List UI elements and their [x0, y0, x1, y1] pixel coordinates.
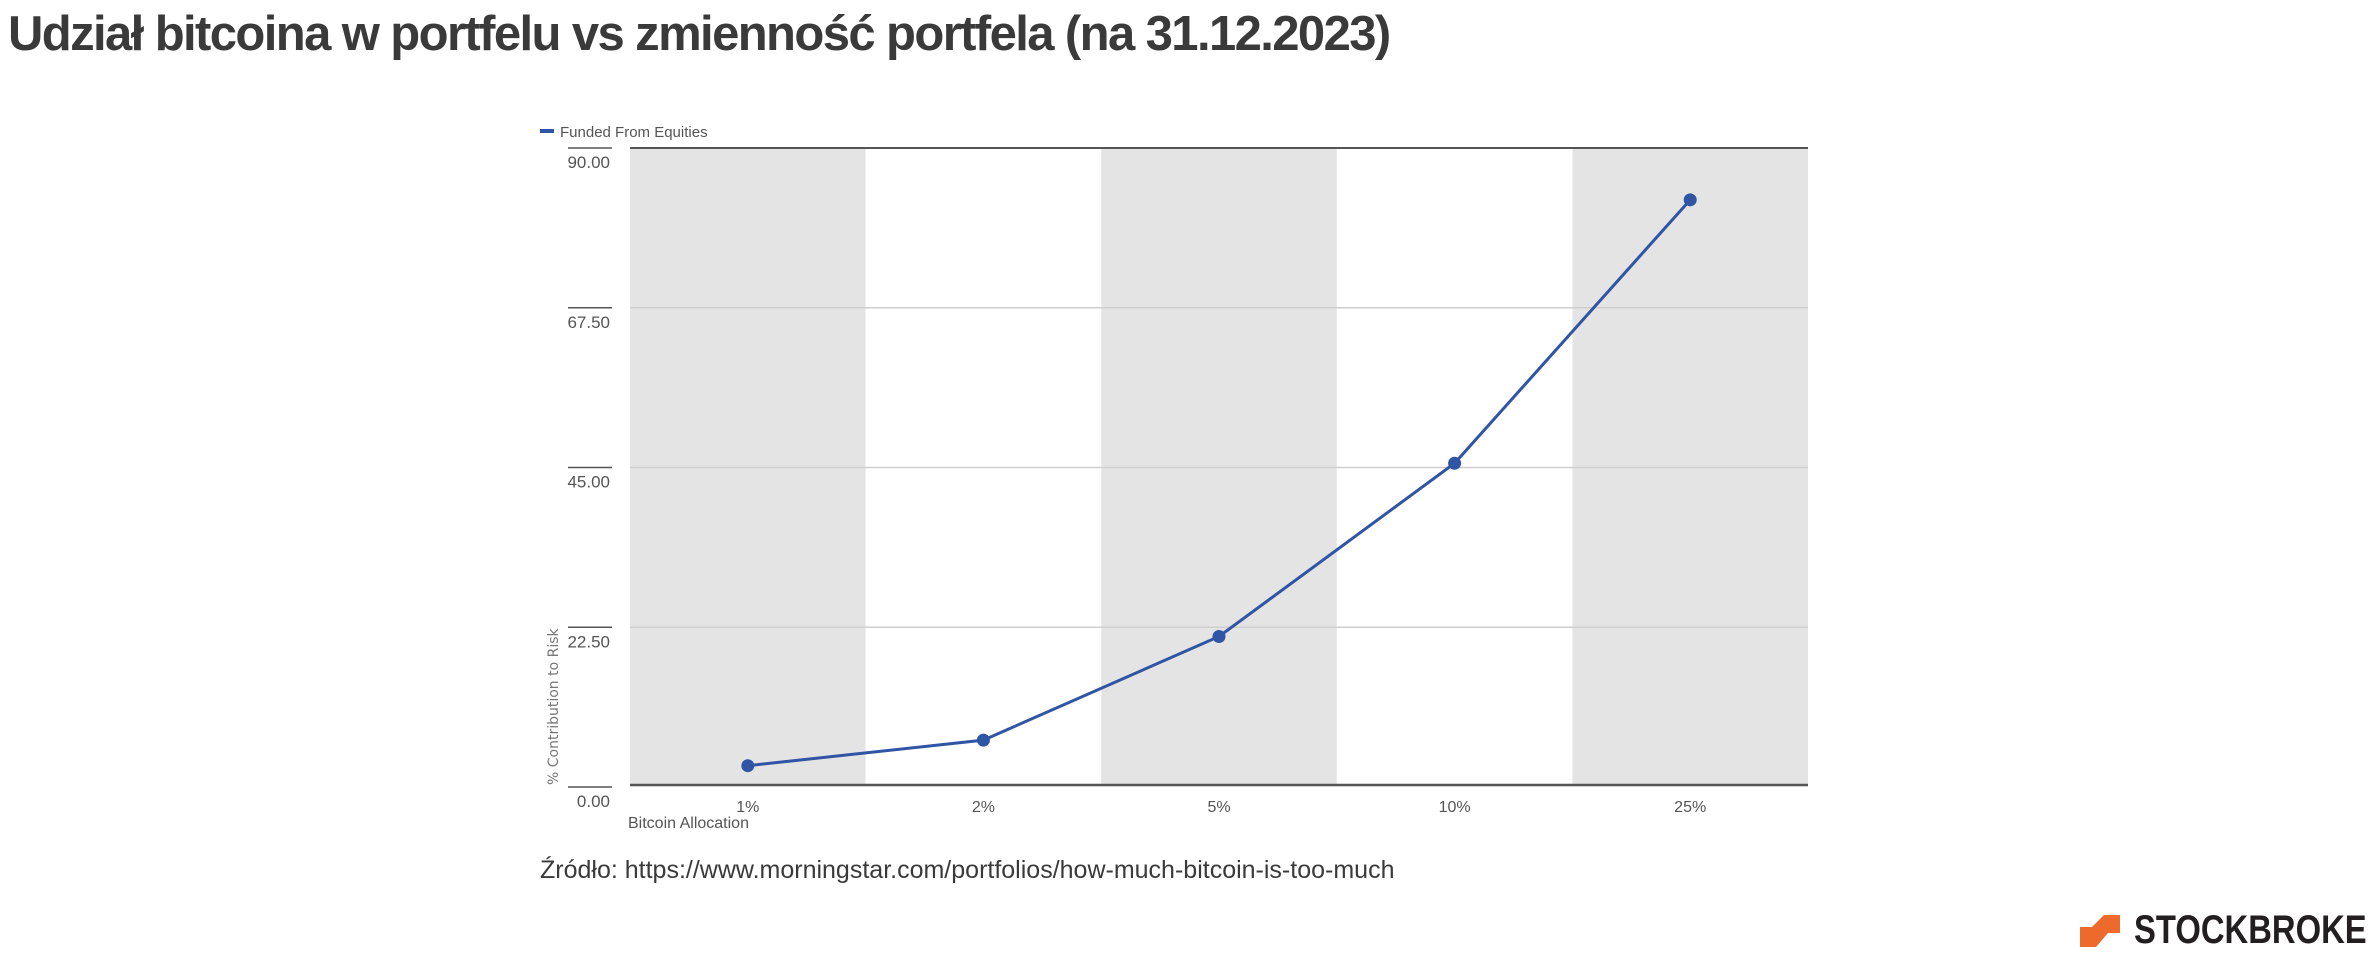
x-tick-label: 25%: [1674, 799, 1706, 816]
legend: Funded From Equities: [540, 124, 708, 141]
data-point: [976, 733, 990, 747]
logo-text: STOCKBROKER: [2134, 908, 2368, 952]
y-tick-label: 67.50: [567, 313, 610, 332]
source-note: Źródło: https://www.morningstar.com/port…: [540, 856, 1395, 884]
y-tick-label: 22.50: [567, 632, 610, 651]
data-point: [741, 759, 755, 773]
stockbroker-logo: STOCKBROKER: [2080, 908, 2368, 953]
x-tick-label: 1%: [736, 799, 759, 816]
data-point: [1448, 456, 1462, 470]
legend-label: Funded From Equities: [560, 124, 708, 141]
x-tick-label: 10%: [1439, 799, 1471, 816]
category-band: [1101, 148, 1337, 785]
category-band: [1572, 148, 1808, 785]
x-tick-label: 5%: [1207, 799, 1230, 816]
legend-swatch: [540, 129, 554, 133]
y-axis-label: % Contribution to Risk: [546, 627, 562, 785]
logo-mark-icon: [2080, 914, 2120, 947]
page-title: Udział bitcoina w portfelu vs zmienność …: [8, 7, 1391, 61]
x-tick-label: 2%: [972, 799, 995, 816]
y-tick-label: 45.00: [567, 473, 610, 492]
line-chart: 0.00 22.50 45.00 67.50 90.00 1% 2% 5% 10% 25% Fu…: [540, 124, 1808, 832]
data-point: [1683, 193, 1697, 207]
data-point: [1212, 629, 1226, 643]
y-tick-label: 90.00: [567, 153, 610, 172]
y-tick-label: 0.00: [577, 792, 610, 811]
x-axis-label: Bitcoin Allocation: [628, 815, 749, 832]
category-band: [630, 148, 866, 785]
